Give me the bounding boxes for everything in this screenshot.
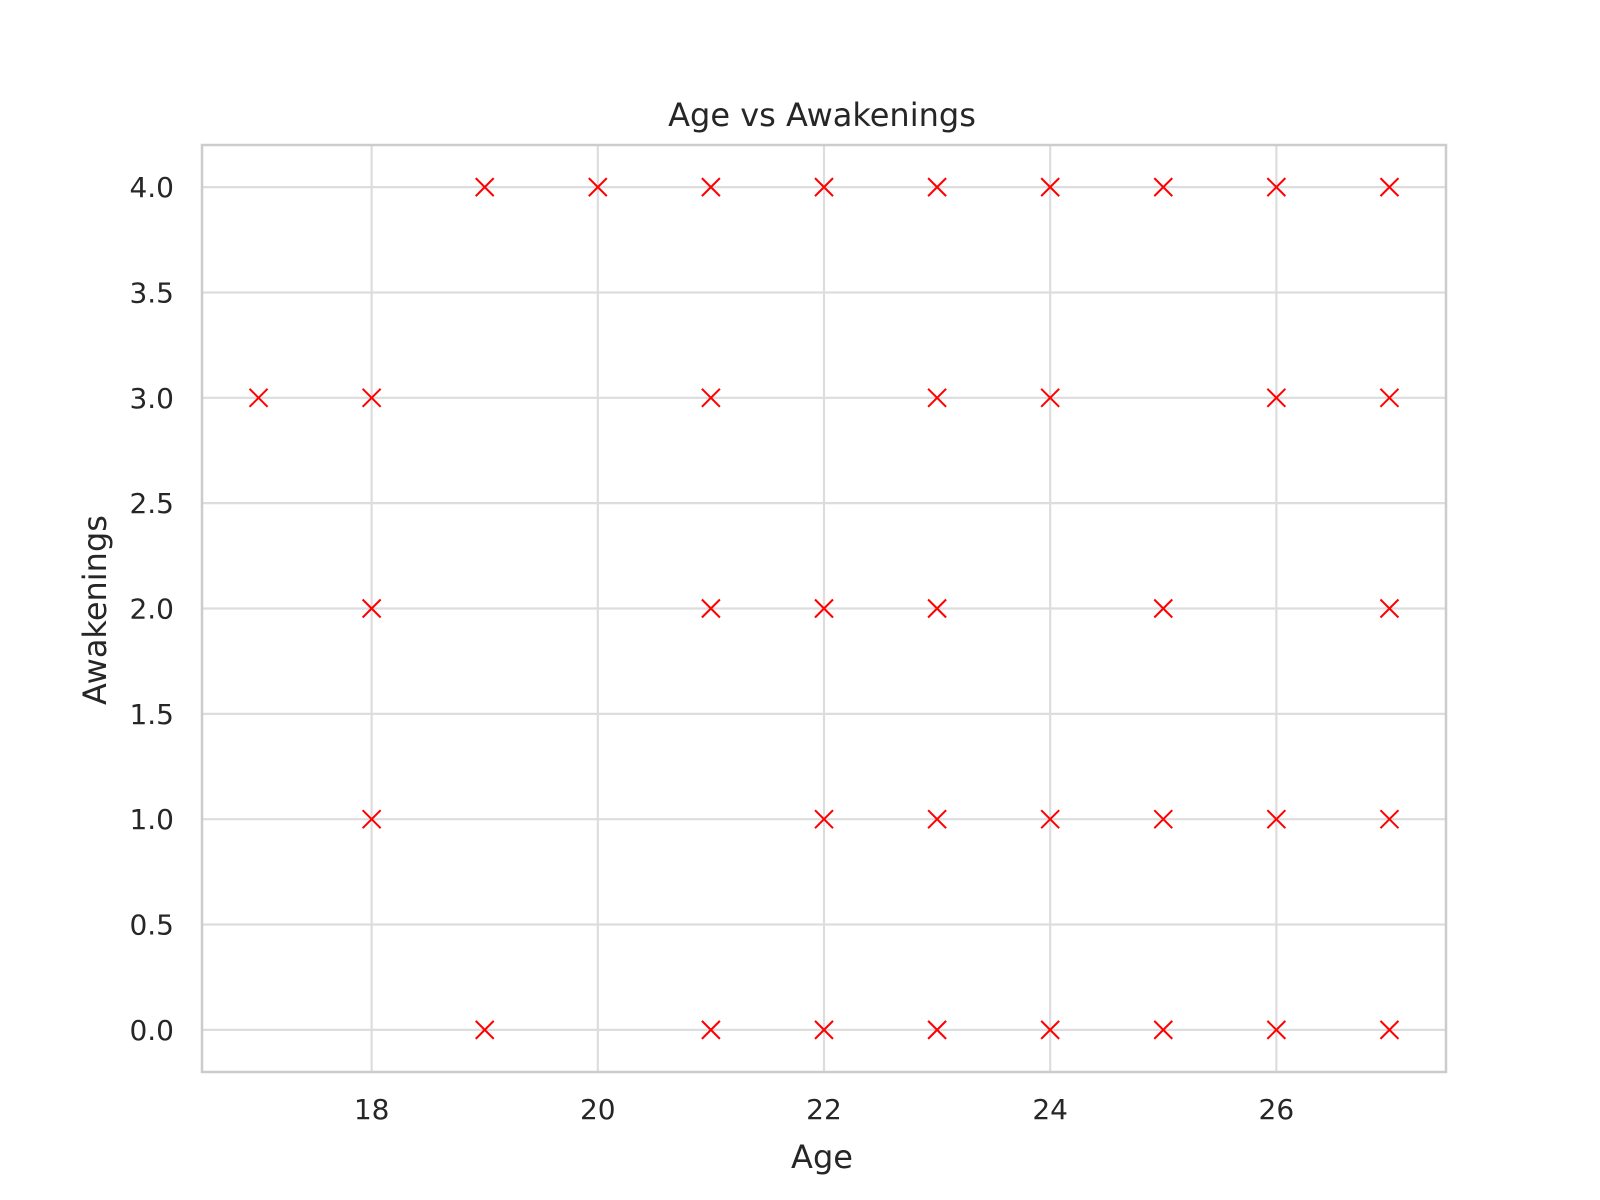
data-point [1379, 177, 1400, 197]
data-point [927, 177, 947, 197]
x-tick-label: 26 [1259, 1093, 1295, 1126]
data-point [701, 1020, 721, 1040]
data-point [927, 388, 947, 408]
data-point [927, 1020, 947, 1040]
data-point [1266, 1020, 1287, 1040]
data-point [1153, 809, 1173, 829]
y-tick-label: 3.0 [129, 382, 174, 415]
y-tick-label: 3.5 [129, 276, 174, 309]
data-point [701, 598, 721, 619]
data-point [1153, 1020, 1173, 1040]
y-tick-label: 1.5 [129, 698, 174, 731]
data-point [814, 598, 834, 619]
y-tick-label: 1.0 [129, 803, 174, 836]
data-point [248, 388, 269, 408]
data-points [248, 177, 1400, 1040]
data-point [1153, 177, 1173, 197]
y-tick-label: 4.0 [129, 171, 174, 204]
y-tick-labels: 0.0 0.5 1.0 1.5 2.0 2.5 3.0 3.5 4.0 [129, 171, 174, 1047]
x-tick-labels: 18 20 22 24 26 [354, 1093, 1294, 1126]
x-tick-label: 18 [354, 1093, 390, 1126]
data-point [588, 177, 608, 197]
data-point [814, 1020, 834, 1040]
x-axis-label: Age [791, 1138, 853, 1176]
data-point [1379, 388, 1400, 408]
data-point [1379, 809, 1400, 829]
data-point [475, 177, 495, 197]
x-tick-label: 24 [1032, 1093, 1068, 1126]
data-point [1153, 598, 1173, 619]
data-point [927, 809, 947, 829]
data-point [1040, 1020, 1060, 1040]
y-tick-label: 2.5 [129, 487, 174, 520]
data-point [1266, 177, 1287, 197]
x-tick-label: 20 [580, 1093, 616, 1126]
plot-frame [200, 143, 1448, 1074]
y-tick-label: 2.0 [129, 593, 174, 626]
y-tick-label: 0.0 [129, 1014, 174, 1047]
data-point [1266, 809, 1287, 829]
data-point [927, 598, 947, 619]
data-point [1040, 388, 1060, 408]
data-point [1040, 809, 1060, 829]
y-tick-label: 0.5 [129, 909, 174, 942]
data-point [1379, 1020, 1400, 1040]
chart-title: Age vs Awakenings [668, 96, 976, 134]
data-point [361, 809, 382, 829]
data-point [361, 388, 382, 408]
y-axis-label: Awakenings [76, 515, 114, 705]
data-point [814, 177, 834, 197]
data-point [1379, 598, 1400, 619]
data-point [701, 388, 721, 408]
data-point [814, 809, 834, 829]
data-point [1266, 388, 1287, 408]
x-tick-label: 22 [806, 1093, 842, 1126]
data-point [1040, 177, 1060, 197]
data-point [475, 1020, 495, 1040]
data-point [701, 177, 721, 197]
data-point [361, 598, 382, 619]
